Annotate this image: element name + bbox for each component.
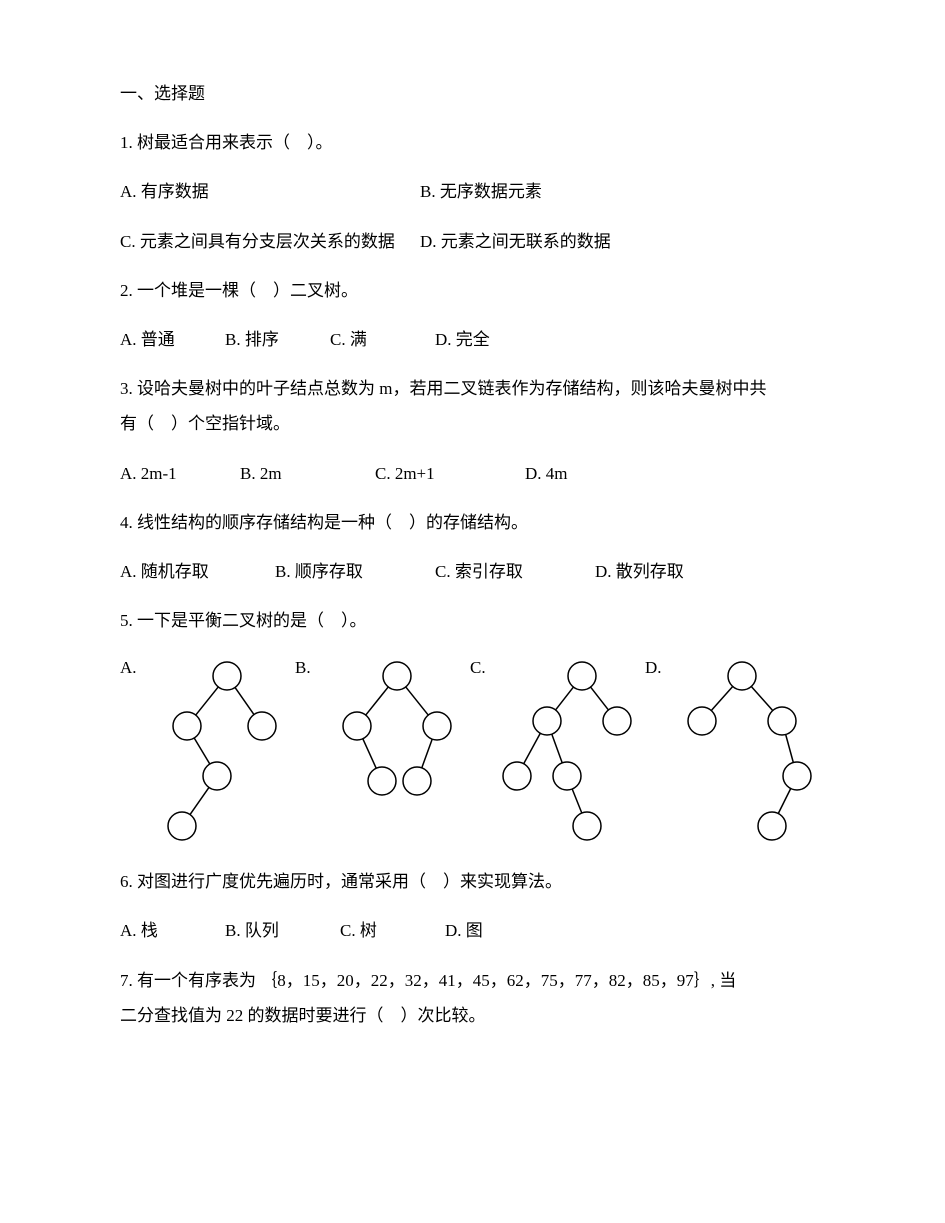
q6-opt-a: A. 栈 [120,917,225,944]
q5-tree-d [667,656,817,846]
q2-options: A. 普通 B. 排序 C. 满 D. 完全 [120,326,825,353]
q2-opt-a: A. 普通 [120,326,225,353]
q5-label-a: A. [120,656,142,678]
q4-opt-d: D. 散列存取 [595,558,684,585]
q7-stem-line2: 二分查找值为 22 的数据时要进行（ ）次比较。 [120,1002,825,1029]
q5-tree-b [317,656,467,846]
q3-stem-line1: 3. 设哈夫曼树中的叶子结点总数为 m，若用二叉链表作为存储结构，则该哈夫曼树中… [120,375,825,402]
q1-opt-c: C. 元素之间具有分支层次关系的数据 [120,228,420,255]
q4-opt-b: B. 顺序存取 [275,558,435,585]
q6-opt-b: B. 队列 [225,917,340,944]
q6-options: A. 栈 B. 队列 C. 树 D. 图 [120,917,825,944]
section-title: 一、选择题 [120,80,825,107]
q2-opt-c: C. 满 [330,326,435,353]
q5-tree-a [142,656,292,846]
q1-stem: 1. 树最适合用来表示（ ）。 [120,129,825,156]
q3-opt-d: D. 4m [525,460,568,487]
q1-opt-a: A. 有序数据 [120,178,420,205]
q1-opt-b: B. 无序数据元素 [420,178,542,205]
q4-opt-a: A. 随机存取 [120,558,275,585]
q1-opt-d: D. 元素之间无联系的数据 [420,228,611,255]
q6-stem: 6. 对图进行广度优先遍历时，通常采用（ ）来实现算法。 [120,868,825,895]
q5-label-c: C. [470,656,492,678]
q2-stem: 2. 一个堆是一棵（ ）二叉树。 [120,277,825,304]
q5-opt-b: B. [295,656,470,846]
q3-stem-line2: 有（ ）个空指针域。 [120,410,825,437]
q3-opt-a: A. 2m-1 [120,460,240,487]
q4-opt-c: C. 索引存取 [435,558,595,585]
q7-stem-line1: 7. 有一个有序表为 ｛8，15，20，22，32，41，45，62，75，77… [120,967,825,994]
q5-opt-a: A. [120,656,295,846]
q5-label-b: B. [295,656,317,678]
q1-options-row2: C. 元素之间具有分支层次关系的数据 D. 元素之间无联系的数据 [120,228,825,255]
q6-opt-c: C. 树 [340,917,445,944]
q3-opt-c: C. 2m+1 [375,460,525,487]
q5-opt-d: D. [645,656,820,846]
q4-options: A. 随机存取 B. 顺序存取 C. 索引存取 D. 散列存取 [120,558,825,585]
q5-opt-c: C. [470,656,645,846]
q6-opt-d: D. 图 [445,917,483,944]
q2-opt-b: B. 排序 [225,326,330,353]
q5-label-d: D. [645,656,667,678]
q2-opt-d: D. 完全 [435,326,490,353]
q4-stem: 4. 线性结构的顺序存储结构是一种（ ）的存储结构。 [120,509,825,536]
q5-tree-c [492,656,642,846]
q3-options: A. 2m-1 B. 2m C. 2m+1 D. 4m [120,460,825,487]
q5-options: A. B. C. D. [120,656,825,846]
q1-options-row1: A. 有序数据 B. 无序数据元素 [120,178,825,205]
q5-stem: 5. 一下是平衡二叉树的是（ ）。 [120,607,825,634]
q3-opt-b: B. 2m [240,460,375,487]
